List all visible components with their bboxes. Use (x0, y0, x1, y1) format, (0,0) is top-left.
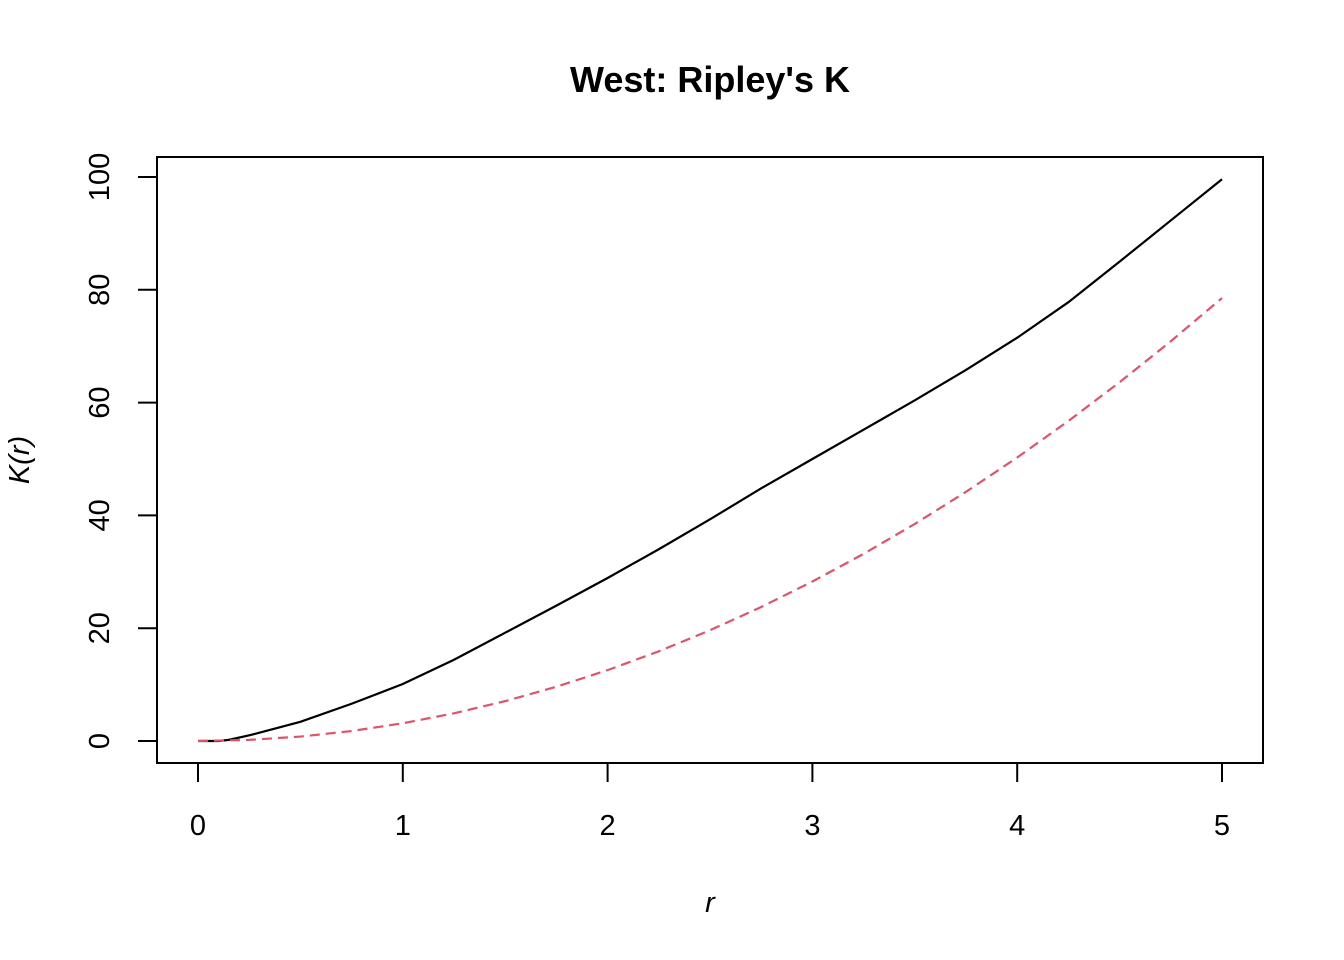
series-line-observed (198, 178, 1223, 743)
x-tick-label: 2 (600, 810, 616, 842)
y-tick-label: 100 (84, 153, 116, 201)
x-tick-label: 4 (1009, 810, 1025, 842)
x-tick-label: 5 (1214, 810, 1230, 842)
y-tick-label: 20 (84, 612, 116, 644)
plot-frame (156, 156, 1264, 764)
y-axis: 0 20 40 60 80 100 (84, 153, 158, 749)
y-tick-label: 40 (84, 499, 116, 531)
series-layer (197, 178, 1223, 743)
x-axis-label: r (705, 887, 716, 919)
y-axis-label: K(r) (4, 436, 36, 484)
x-tick-label: 0 (190, 810, 206, 842)
x-axis: 0 1 2 3 4 5 (190, 762, 1230, 842)
y-tick-label: 80 (84, 274, 116, 306)
x-tick-label: 3 (804, 810, 820, 842)
x-tick-label: 1 (395, 810, 411, 842)
chart-title: West: Ripley's K (570, 59, 850, 100)
y-tick-label: 60 (84, 386, 116, 418)
y-tick-label: 0 (84, 733, 116, 749)
